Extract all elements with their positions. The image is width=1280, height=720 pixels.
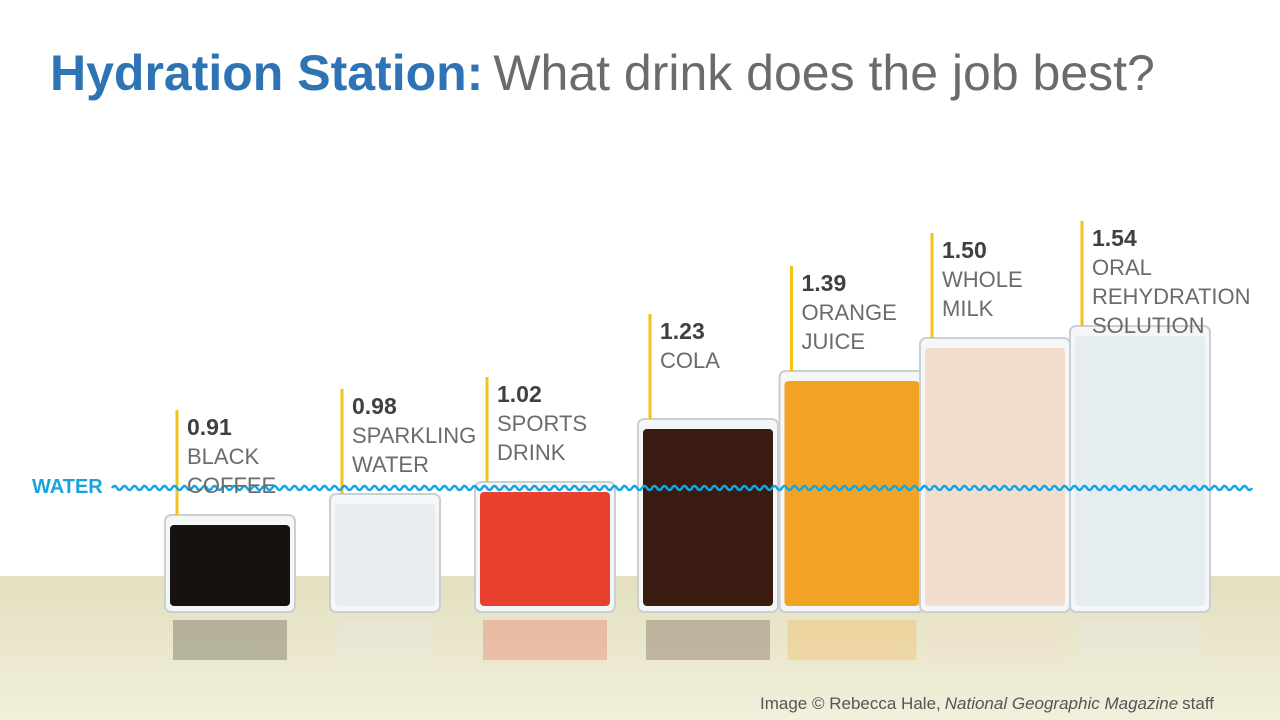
drink	[643, 429, 773, 606]
reflection	[483, 620, 607, 660]
drink	[1075, 336, 1205, 606]
value-label: 0.98	[352, 393, 397, 419]
value-label: 1.23	[660, 318, 705, 344]
drink-label: 1.02 SPORTS DRINK	[497, 380, 587, 467]
reflection	[1078, 620, 1202, 660]
drink-name: SPORTS DRINK	[497, 411, 588, 465]
value-label: 1.39	[801, 270, 847, 296]
drink-label: 1.54 ORAL REHYDRATION SOLUTION	[1092, 224, 1251, 340]
title-sub: What drink does the job best?	[493, 45, 1155, 101]
value-label: 1.54	[1092, 225, 1137, 251]
drink-label: 1.39 ORANGE JUICE	[802, 269, 897, 356]
credit-text: staff	[1182, 694, 1214, 713]
credit-text: Image © Rebecca Hale,	[760, 694, 941, 713]
value-label: 1.50	[942, 237, 987, 263]
title: Hydration Station: What drink does the jo…	[50, 44, 1155, 102]
drink-label: 1.23 COLA	[660, 317, 720, 375]
drink-name: BLACK COFFEE	[187, 444, 277, 498]
credit: Image © Rebecca Hale, National Geographic…	[760, 694, 1214, 714]
value-label: 1.02	[497, 381, 542, 407]
drink-name: ORANGE JUICE	[801, 300, 897, 354]
drink-name: WHOLE MILK	[942, 267, 1023, 321]
drink	[480, 492, 610, 606]
drink-label: 0.98 SPARKLING WATER	[352, 392, 476, 479]
drink-name: ORAL REHYDRATION SOLUTION	[1092, 255, 1251, 338]
title-main: Hydration Station:	[50, 45, 484, 101]
reflection	[173, 620, 287, 660]
water-label: WATER	[32, 476, 103, 498]
reflection	[646, 620, 770, 660]
credit-magazine: National Geographic Magazine	[944, 694, 1179, 713]
reflection	[787, 620, 917, 660]
drink	[784, 381, 920, 606]
reflection	[928, 620, 1062, 660]
water-line	[110, 484, 1254, 492]
drink-name: COLA	[660, 348, 720, 373]
drink	[335, 504, 435, 606]
drink	[925, 348, 1065, 606]
drink-label: 0.91 BLACK COFFEE	[187, 413, 276, 500]
value-label: 0.91	[187, 414, 232, 440]
drink-label: 1.50 WHOLE MILK	[942, 236, 1023, 323]
drink	[170, 525, 290, 606]
reflection	[338, 620, 432, 660]
drink-name: SPARKLING WATER	[352, 423, 477, 477]
